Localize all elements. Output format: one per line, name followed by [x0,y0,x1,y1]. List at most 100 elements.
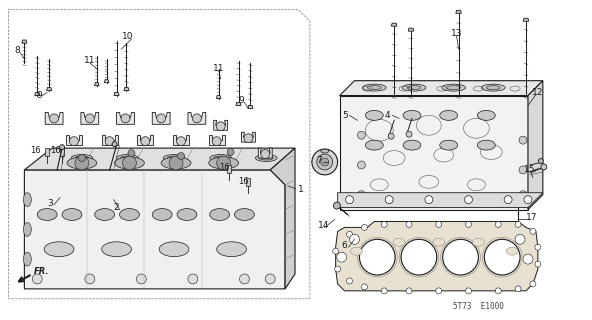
Circle shape [385,196,393,204]
Ellipse shape [177,209,197,220]
Text: 7: 7 [316,156,321,164]
Circle shape [515,286,521,292]
Circle shape [535,261,541,267]
Circle shape [358,131,365,139]
Text: 16: 16 [50,146,61,155]
Circle shape [349,234,359,244]
Circle shape [333,248,339,254]
Polygon shape [137,135,153,145]
Polygon shape [209,135,224,145]
Ellipse shape [167,156,181,160]
Text: 16: 16 [218,164,229,172]
Polygon shape [60,148,64,156]
Polygon shape [340,81,543,96]
Text: 8: 8 [14,46,20,55]
Ellipse shape [259,156,273,160]
Ellipse shape [163,155,185,162]
Ellipse shape [350,247,362,255]
Ellipse shape [24,252,31,266]
Polygon shape [173,135,189,145]
Polygon shape [242,132,255,142]
Text: 5T73  E1000: 5T73 E1000 [453,302,504,311]
Polygon shape [45,148,49,156]
Circle shape [530,281,536,287]
Circle shape [240,274,249,284]
Polygon shape [22,40,27,43]
Circle shape [33,274,42,284]
Circle shape [337,252,346,262]
Circle shape [524,196,532,204]
Ellipse shape [481,84,505,91]
Ellipse shape [102,242,131,257]
Ellipse shape [255,155,277,162]
Circle shape [436,221,442,228]
Ellipse shape [362,84,386,91]
Text: FR.: FR. [34,267,50,276]
Circle shape [436,288,442,294]
Text: 12: 12 [532,88,543,97]
Circle shape [443,239,478,275]
Polygon shape [408,28,414,31]
Circle shape [217,156,230,170]
Circle shape [359,239,395,275]
Circle shape [317,154,333,170]
Ellipse shape [95,209,115,220]
Circle shape [192,114,201,123]
Circle shape [136,274,146,284]
Polygon shape [528,81,543,210]
Ellipse shape [234,209,255,220]
Polygon shape [270,148,295,289]
Circle shape [358,191,365,199]
Ellipse shape [37,209,57,220]
Circle shape [496,221,501,228]
Ellipse shape [159,242,189,257]
Circle shape [504,196,512,204]
Circle shape [406,221,412,228]
Ellipse shape [365,110,383,120]
Polygon shape [95,83,99,86]
Text: 16: 16 [30,146,41,155]
Ellipse shape [403,110,421,120]
Circle shape [401,239,437,275]
Circle shape [176,137,185,146]
Polygon shape [340,96,528,210]
Text: 15: 15 [524,165,536,174]
Polygon shape [45,112,63,124]
Polygon shape [337,193,543,208]
Ellipse shape [44,242,74,257]
Circle shape [141,137,150,146]
Polygon shape [35,92,40,96]
Circle shape [75,156,89,170]
Ellipse shape [217,242,246,257]
Polygon shape [336,221,538,291]
Circle shape [535,244,541,250]
Polygon shape [102,135,118,145]
Circle shape [515,221,521,228]
Ellipse shape [472,238,484,246]
Ellipse shape [67,157,96,169]
Ellipse shape [365,140,383,150]
Polygon shape [114,92,119,96]
Ellipse shape [433,238,445,246]
Circle shape [213,137,221,146]
Ellipse shape [402,84,426,91]
Text: 9: 9 [36,91,42,100]
Ellipse shape [477,110,496,120]
Circle shape [362,284,368,290]
Circle shape [112,142,117,147]
Text: 11: 11 [84,56,95,65]
Polygon shape [391,23,397,26]
Circle shape [425,196,433,204]
Circle shape [50,114,59,123]
Circle shape [346,278,352,284]
Circle shape [244,134,253,143]
Circle shape [519,191,527,199]
Circle shape [85,274,95,284]
Text: 17: 17 [526,213,538,222]
Ellipse shape [440,140,458,150]
Text: 4: 4 [384,111,390,120]
Circle shape [362,224,368,230]
Polygon shape [124,88,129,91]
Circle shape [358,161,365,169]
Circle shape [265,274,275,284]
